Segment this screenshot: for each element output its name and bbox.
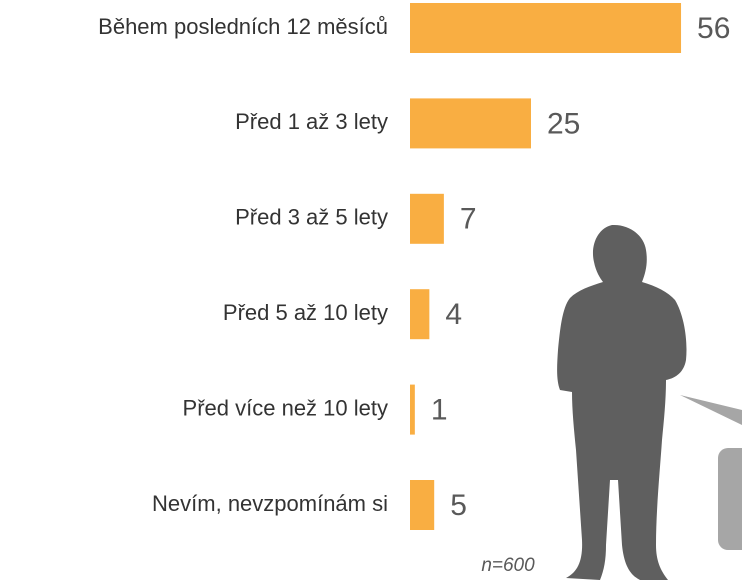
bar <box>410 385 415 435</box>
bubble <box>718 448 742 550</box>
category-label: Nevím, nevzpomínám si <box>152 491 388 516</box>
bar <box>410 98 531 148</box>
bar <box>410 194 444 244</box>
value-label: 7 <box>460 203 477 236</box>
chart: n=600 Během posledních 12 měsíců 56 Před 1… <box>0 0 742 584</box>
bubble-pointer <box>680 395 742 425</box>
category-label: Během posledních 12 měsíců <box>98 14 388 39</box>
bar <box>410 289 429 339</box>
value-label: 4 <box>445 298 462 331</box>
category-label: Před 5 až 10 lety <box>223 300 388 325</box>
bar <box>410 480 434 530</box>
category-label: Před více než 10 lety <box>183 395 388 420</box>
value-label: 5 <box>450 489 467 522</box>
person-silhouette <box>557 225 686 580</box>
note: n=600 <box>481 555 535 576</box>
value-label: 1 <box>431 394 448 427</box>
category-label: Před 3 až 5 lety <box>235 205 388 230</box>
bar <box>410 3 681 53</box>
category-label: Před 1 až 3 lety <box>235 109 388 134</box>
value-label: 56 <box>697 12 730 45</box>
value-label: 25 <box>547 107 580 140</box>
